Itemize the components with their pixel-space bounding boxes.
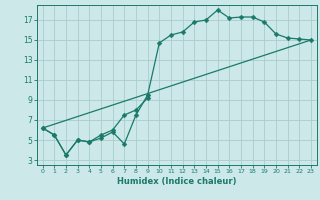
X-axis label: Humidex (Indice chaleur): Humidex (Indice chaleur) — [117, 177, 236, 186]
